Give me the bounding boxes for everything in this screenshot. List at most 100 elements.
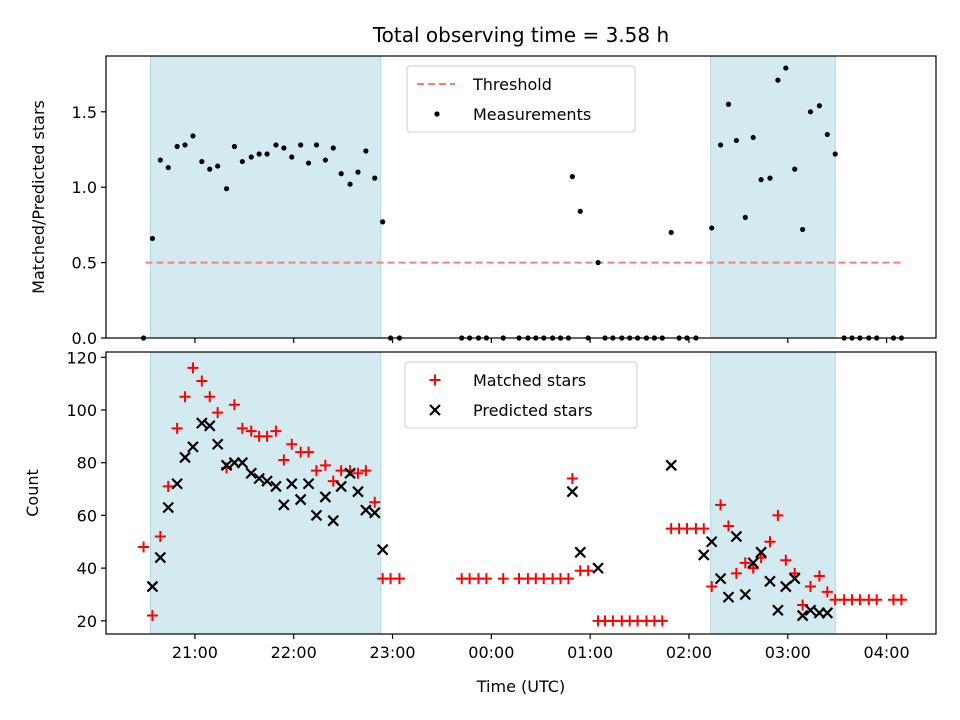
- predicted-stars-point: [187, 441, 199, 453]
- predicted-stars-point: [772, 604, 784, 617]
- predicted-stars-point: [352, 485, 364, 498]
- matched-stars-point: [245, 425, 257, 437]
- shaded-interval: [710, 351, 836, 635]
- predicted-stars-point: [302, 477, 315, 490]
- measurement-point: [824, 131, 830, 138]
- matched-stars-point: [360, 465, 372, 477]
- predicted-stars-point: [171, 477, 183, 490]
- predicted-stars-point: [253, 472, 265, 485]
- x-tick-label: 04:00: [864, 643, 910, 662]
- y-tick-label: 80: [77, 454, 97, 473]
- measurement-point: [305, 160, 312, 166]
- matched-stars-point: [204, 391, 216, 403]
- predicted-stars-point: [788, 572, 801, 585]
- y-tick-label: 1.5: [72, 103, 97, 122]
- matched-stars-point: [723, 520, 734, 532]
- measurement-point: [709, 225, 715, 231]
- matched-stars-point: [747, 562, 759, 574]
- predicted-stars-point: [665, 459, 677, 472]
- x-tick-label: 03:00: [765, 643, 811, 662]
- matched-stars-point: [146, 610, 158, 622]
- matched-stars-point: [154, 530, 166, 542]
- matched-stars-point: [236, 422, 248, 434]
- predicted-stars-point: [747, 557, 759, 569]
- predicted-stars-point: [764, 575, 776, 588]
- ratio-panel: 0.0 0.5 1.0 1.5 Matched/Predicted stars Thres…: [29, 55, 937, 348]
- predicted-stars-point: [154, 551, 167, 564]
- count-legend: Matched stars Predicted stars: [404, 361, 638, 429]
- predicted-stars-point: [804, 604, 817, 617]
- y-tick-label: 40: [77, 559, 97, 578]
- predicted-stars-point: [780, 580, 792, 593]
- measurement-point: [717, 142, 724, 148]
- predicted-stars-point: [278, 499, 290, 511]
- legend-measurements-label: Measurements: [473, 105, 591, 124]
- matched-stars-point: [582, 565, 594, 577]
- matched-stars-point: [562, 573, 574, 585]
- measurement-point: [223, 186, 230, 192]
- matched-stars-point: [212, 407, 224, 419]
- matched-stars-point: [698, 523, 710, 535]
- x-tick-label: 02:00: [666, 643, 712, 662]
- measurement-point: [330, 145, 336, 151]
- predicted-stars-point: [196, 417, 208, 429]
- y-tick-label: 20: [77, 612, 97, 631]
- measurement-point: [775, 77, 781, 83]
- measurement-point: [165, 164, 171, 171]
- measurement-point: [248, 154, 254, 160]
- y-tick-label: 120: [66, 348, 97, 367]
- measurement-point: [783, 65, 789, 71]
- predicted-stars-point: [285, 477, 298, 490]
- predicted-stars-point: [698, 549, 710, 561]
- predicted-stars-point: [429, 404, 441, 416]
- matched-stars-point: [895, 594, 907, 606]
- matched-stars-point: [196, 375, 208, 387]
- predicted-stars-point: [335, 480, 347, 493]
- measurement-point: [355, 169, 361, 175]
- ratio-legend: Threshold Measurements: [406, 65, 636, 133]
- predicted-stars-point: [245, 467, 258, 480]
- measurement-point: [372, 175, 378, 181]
- predicted-stars-point: [310, 509, 323, 522]
- measurement-point: [215, 163, 221, 169]
- x-tick-label: 01:00: [567, 643, 613, 662]
- predicted-stars-point: [705, 535, 718, 548]
- matched-stars-point: [138, 541, 150, 553]
- measurement-point: [380, 219, 386, 225]
- matched-stars-point: [369, 496, 381, 508]
- predicted-stars-point: [236, 456, 249, 469]
- matched-stars-point: [805, 581, 817, 593]
- ratio-y-axis-label: Matched/Predicted stars: [29, 100, 48, 294]
- predicted-stars-point: [730, 530, 743, 543]
- plot-frame: [105, 351, 937, 635]
- measurement-point: [322, 157, 328, 163]
- predicted-stars-point: [739, 588, 752, 601]
- predicted-stars-point: [344, 467, 356, 480]
- measurement-point: [239, 158, 245, 165]
- matched-stars-point: [261, 430, 273, 442]
- predicted-stars-point: [203, 420, 216, 432]
- y-tick-label: 1.0: [72, 178, 97, 197]
- matched-stars-point: [480, 573, 492, 585]
- y-tick-label: 100: [66, 401, 97, 420]
- predicted-stars-point: [796, 609, 809, 622]
- measurement-point: [758, 177, 764, 183]
- measurement-point: [750, 134, 756, 141]
- measurement-point: [347, 181, 353, 187]
- measurement-point: [149, 235, 156, 242]
- measurement-point: [199, 158, 205, 165]
- predicted-stars-point: [360, 504, 372, 516]
- matched-stars-point: [319, 459, 331, 471]
- x-tick-label: 22:00: [271, 643, 317, 662]
- count-panel: 20 40 60 80 100 120 21:00 22:00 23:00 00:00 01:00 0…: [23, 348, 937, 662]
- y-tick-label: 0.0: [72, 329, 97, 348]
- legend-predicted-label: Predicted stars: [473, 401, 593, 420]
- predicted-stars-point: [146, 580, 159, 593]
- predicted-stars-point: [211, 438, 224, 451]
- measurement-point: [595, 259, 601, 266]
- matched-stars-point: [871, 594, 883, 606]
- measurement-point: [725, 101, 732, 107]
- matched-stars-point: [780, 554, 792, 566]
- legend-box: [404, 361, 638, 429]
